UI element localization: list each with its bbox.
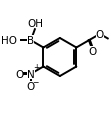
Text: N: N (27, 69, 35, 79)
Text: B: B (27, 36, 34, 46)
Text: O: O (96, 30, 104, 40)
Text: −: − (32, 77, 39, 86)
Text: HO: HO (1, 36, 17, 46)
Text: OH: OH (27, 19, 43, 29)
Text: O: O (15, 69, 23, 79)
Text: O: O (27, 82, 35, 92)
Text: O: O (89, 47, 97, 57)
Text: +: + (33, 63, 39, 72)
